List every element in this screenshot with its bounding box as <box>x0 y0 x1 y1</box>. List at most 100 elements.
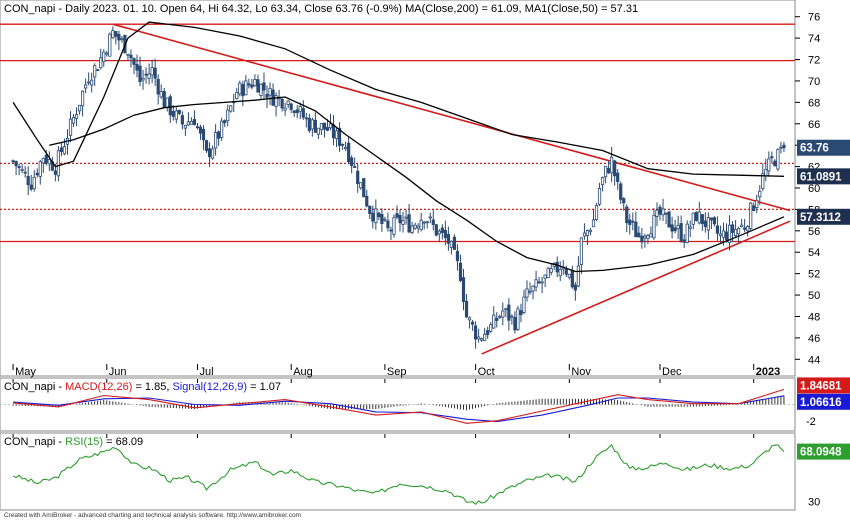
candle-body <box>365 195 369 207</box>
signal-line <box>13 395 785 423</box>
candle-body <box>755 200 759 208</box>
candle-body <box>582 232 587 237</box>
candle-body <box>440 227 444 233</box>
candle-body <box>697 211 701 224</box>
candle-body <box>758 190 762 198</box>
candle-body <box>259 83 263 97</box>
candle-body <box>619 183 623 200</box>
candle-body <box>289 103 293 110</box>
candle-body <box>198 126 203 134</box>
candle-body <box>68 118 73 136</box>
candle-body <box>773 160 777 167</box>
candle-body <box>706 217 710 231</box>
candle-body <box>389 229 393 232</box>
candle-body <box>486 330 490 335</box>
price-axis-label: 68 <box>808 97 820 109</box>
month-label: May <box>15 366 36 378</box>
candle-body <box>171 111 175 117</box>
candle-body <box>195 126 200 129</box>
candle-body <box>570 269 574 288</box>
candle-body <box>398 215 402 224</box>
candle-body <box>280 98 284 109</box>
candle-body <box>483 333 487 342</box>
price-badge-label: 63.76 <box>800 143 829 155</box>
candle-body <box>664 212 668 215</box>
candle-body <box>111 30 115 39</box>
candle-body <box>380 213 384 224</box>
candle-body <box>56 150 61 177</box>
candle-body <box>241 84 245 97</box>
candle-body <box>434 224 438 236</box>
candle-body <box>153 67 157 79</box>
candle-body <box>214 132 218 149</box>
candle-body <box>425 221 429 224</box>
candle-body <box>168 96 172 116</box>
price-title: CON_napi - Daily 2023. 01. 10. Open 64, … <box>4 3 638 15</box>
candle-body <box>640 235 644 243</box>
candle-body <box>29 184 33 190</box>
candle-body <box>162 90 166 108</box>
price-axis-label: 48 <box>808 311 820 323</box>
candle-body <box>313 119 317 133</box>
rsi-title-prefix: CON_napi - <box>4 436 65 448</box>
candle-body <box>220 120 224 138</box>
price-axis-label: 76 <box>808 12 820 24</box>
candle-body <box>679 223 683 241</box>
candle-body <box>17 166 21 168</box>
candle-body <box>32 176 36 190</box>
candle-body <box>377 212 381 218</box>
candle-body <box>353 166 357 168</box>
candle-body <box>501 310 505 318</box>
candle-body <box>150 67 154 76</box>
candle-body <box>192 119 197 126</box>
candle-body <box>607 167 611 174</box>
candle-body <box>649 233 653 238</box>
candle-body <box>419 219 423 230</box>
candle-body <box>359 182 363 189</box>
candle-body <box>715 225 720 234</box>
month-label: Jun <box>109 366 127 378</box>
candle-body <box>567 273 571 278</box>
candle-body <box>764 168 768 177</box>
candle-body <box>229 105 233 112</box>
candle-body <box>558 268 562 277</box>
candle-body <box>256 79 260 93</box>
price-axis-label: 52 <box>808 269 820 281</box>
rsi-badge-label: 68.0948 <box>800 447 842 459</box>
candle-body <box>443 229 447 238</box>
rsi-title-label: RSI(15) <box>65 436 103 448</box>
month-label: 2023 <box>756 366 780 378</box>
macd-badge <box>797 377 850 394</box>
candle-body <box>156 78 160 95</box>
candle-body <box>467 317 472 321</box>
candle-body <box>129 54 133 59</box>
price-badge <box>797 208 850 225</box>
candle-body <box>356 170 360 184</box>
candle-body <box>362 178 366 198</box>
rsi-badge <box>797 443 850 460</box>
candle-body <box>11 160 15 163</box>
rsi-axis-label: 30 <box>808 496 820 508</box>
month-label: Dec <box>662 366 682 378</box>
candle-body <box>207 148 212 158</box>
month-label: Jul <box>199 366 213 378</box>
candle-body <box>709 217 714 221</box>
candle-body <box>165 97 169 108</box>
footer-credit: Created with AmiBroker - advanced charti… <box>4 512 301 519</box>
candle-body <box>540 281 544 284</box>
candle-body <box>108 33 112 57</box>
candle-body <box>643 235 647 239</box>
macd-title: CON_napi - MACD(12,26) = 1.85, Signal(12… <box>4 381 281 393</box>
candle-body <box>413 224 417 229</box>
candle-body <box>159 91 163 98</box>
candle-body <box>495 317 499 321</box>
candle-body <box>117 33 121 41</box>
macd-line <box>13 388 785 424</box>
candle-body <box>610 156 614 174</box>
candle-body <box>292 110 296 113</box>
candle-body <box>652 214 656 239</box>
rsi-title-value: = 68.09 <box>103 436 143 448</box>
price-axis-label: 72 <box>808 55 820 67</box>
candle-body <box>410 225 414 233</box>
candle-body <box>301 108 305 118</box>
